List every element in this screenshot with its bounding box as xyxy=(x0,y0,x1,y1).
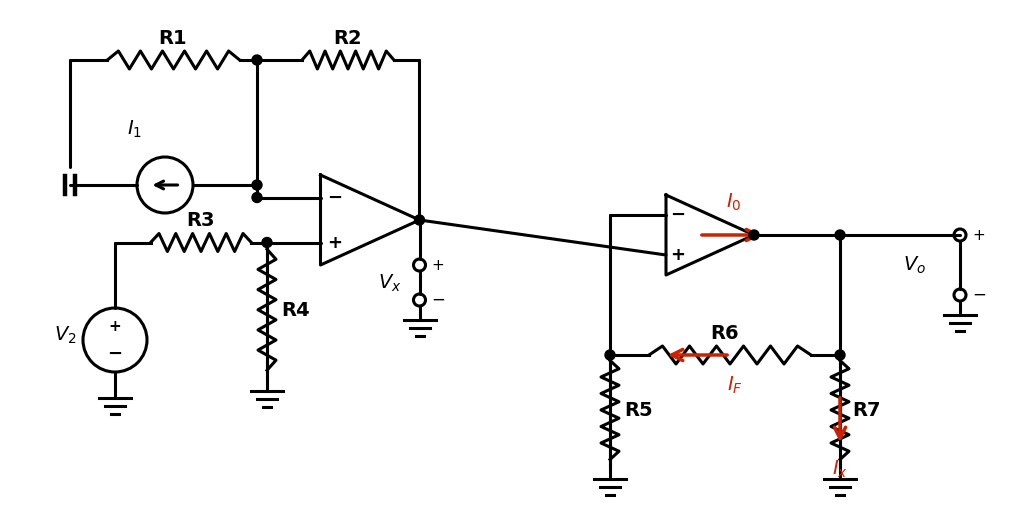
Text: R4: R4 xyxy=(281,301,309,319)
Circle shape xyxy=(835,350,845,360)
Text: +: + xyxy=(431,257,444,272)
Text: +: + xyxy=(327,233,342,252)
Text: R7: R7 xyxy=(852,400,881,420)
Text: $V_2$: $V_2$ xyxy=(53,324,77,346)
Text: $V_x$: $V_x$ xyxy=(378,272,401,294)
Circle shape xyxy=(262,238,272,247)
Text: −: − xyxy=(972,286,986,304)
Circle shape xyxy=(415,215,425,225)
Text: +: + xyxy=(109,319,122,334)
Text: $I_x$: $I_x$ xyxy=(833,459,848,480)
Text: +: + xyxy=(671,246,685,264)
Text: +: + xyxy=(972,228,985,243)
Text: R5: R5 xyxy=(624,400,652,420)
Text: $I_0$: $I_0$ xyxy=(726,192,741,213)
Text: R6: R6 xyxy=(711,324,739,343)
Text: −: − xyxy=(327,188,342,207)
Text: $I_1$: $I_1$ xyxy=(127,118,142,140)
Text: R1: R1 xyxy=(159,29,187,48)
Text: −: − xyxy=(671,206,685,224)
Circle shape xyxy=(252,55,262,65)
Circle shape xyxy=(252,180,262,190)
Text: R3: R3 xyxy=(186,211,215,231)
Text: −: − xyxy=(108,345,123,362)
Circle shape xyxy=(605,350,615,360)
Text: R2: R2 xyxy=(334,29,362,48)
Circle shape xyxy=(835,230,845,240)
Circle shape xyxy=(749,230,759,240)
Text: $I_F$: $I_F$ xyxy=(727,375,742,396)
Text: $V_o$: $V_o$ xyxy=(903,254,927,276)
Circle shape xyxy=(252,193,262,203)
Text: −: − xyxy=(431,291,445,309)
